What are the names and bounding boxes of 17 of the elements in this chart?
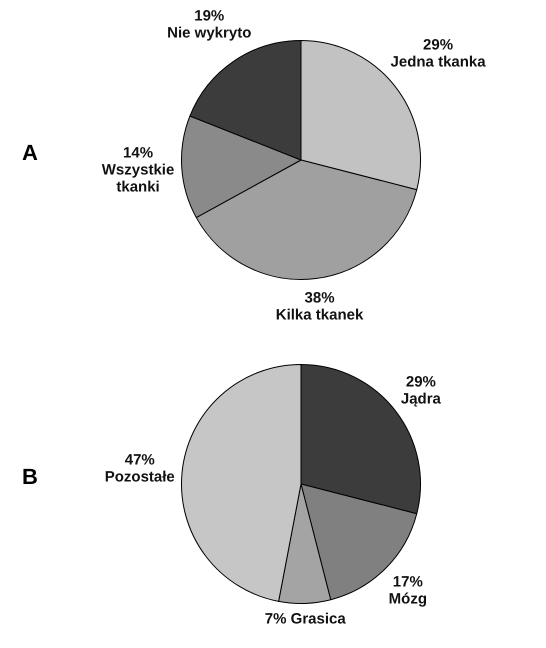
data-label: 29% <box>423 36 454 54</box>
slice-label: 7% Grasica <box>264 610 346 628</box>
slice-label: Nie wykryto <box>167 24 252 42</box>
text: B <box>22 464 38 490</box>
data-label: 17% <box>392 573 423 590</box>
slice-label: Jądra <box>400 390 442 408</box>
data-label: 29% <box>406 374 436 391</box>
slice-label: Pozostałe <box>104 468 175 486</box>
slice-label: Jedna tkanka <box>390 53 486 70</box>
data-label: 14% <box>123 144 154 162</box>
data-label: 19% <box>194 8 224 25</box>
slice-label: Kilka tkanek <box>276 306 364 324</box>
text: A <box>22 140 38 166</box>
slice-label: Wszystkie tkanki <box>102 161 174 196</box>
slice-label: Mózg <box>388 590 427 608</box>
data-label: 38% <box>304 289 335 306</box>
data-label: 47% <box>124 451 155 468</box>
